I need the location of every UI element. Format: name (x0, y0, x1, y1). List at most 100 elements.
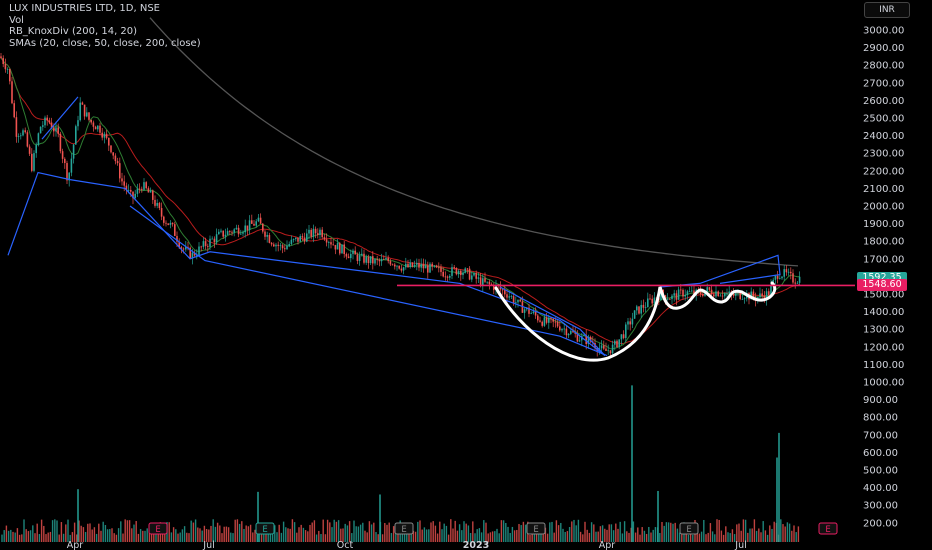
candle-body (790, 271, 792, 274)
volume-bar (67, 519, 69, 542)
sma-indicator-label[interactable]: SMAs (20, close, 50, close, 200, close) (9, 37, 201, 49)
candle-body (266, 234, 268, 237)
volume-bar (659, 532, 661, 542)
candle-body (515, 302, 517, 304)
candle (543, 314, 546, 327)
volume-bar (560, 522, 562, 542)
candle-body (468, 268, 471, 280)
volume-bar (575, 525, 577, 542)
earnings-marker[interactable]: E (394, 522, 414, 535)
candle-body (66, 163, 68, 181)
candle (244, 219, 246, 238)
candle-body (636, 306, 638, 311)
candle-body (22, 130, 24, 136)
y-tick-label: 400.00 (863, 483, 898, 494)
candle (246, 225, 249, 236)
candle (4, 58, 7, 73)
knoxdiv-indicator-label[interactable]: RB_KnoxDiv (200, 14, 20) (9, 26, 138, 37)
candle-body (625, 324, 627, 339)
volume-bar (502, 520, 505, 542)
candle (728, 285, 730, 295)
volume-bar (342, 528, 344, 542)
candle (204, 237, 207, 250)
candle-body (611, 344, 614, 354)
volume-spike (77, 489, 79, 542)
volume-bar (133, 524, 135, 542)
candle (515, 296, 517, 308)
candle (475, 270, 477, 284)
volume-bar (170, 532, 173, 542)
candle (688, 286, 691, 293)
volume-bar (194, 519, 197, 542)
candle (468, 266, 471, 281)
currency-button[interactable]: INR (864, 2, 910, 18)
candle-body (257, 217, 260, 222)
time-axis[interactable]: Apr Jul Oct 2023 Apr Jul (67, 540, 747, 550)
candle-body (796, 282, 799, 284)
candle (57, 123, 59, 138)
candle (9, 68, 11, 85)
candle-body (314, 228, 317, 234)
candle (361, 248, 363, 257)
candle-body (336, 243, 339, 250)
candle (156, 199, 158, 209)
volume-bar (236, 519, 239, 542)
volume-bar (324, 534, 327, 542)
volume-bar (285, 527, 287, 542)
candle-body (411, 262, 414, 267)
candle-body (116, 161, 119, 164)
volume-bar (333, 519, 335, 542)
candle (666, 293, 669, 301)
volume-bar (670, 522, 672, 542)
candle-body (176, 235, 178, 242)
candle (444, 271, 447, 281)
volume-bar (27, 531, 30, 542)
earnings-marker-box (679, 522, 699, 535)
volume-bar (249, 524, 252, 542)
candle (589, 335, 592, 343)
candle-body (200, 246, 202, 248)
volume-bar (571, 521, 573, 542)
candle (226, 227, 229, 236)
volume-bar (498, 533, 500, 542)
earnings-marker[interactable]: E (818, 522, 838, 535)
candle (640, 300, 642, 318)
candle-body (376, 259, 378, 261)
candle-body (402, 267, 405, 271)
candle (297, 237, 299, 245)
candle-body (433, 265, 436, 267)
volume-bar (678, 532, 681, 542)
symbol-title[interactable]: LUX INDUSTRIES LTD, 1D, NSE (9, 3, 160, 14)
candle-body (83, 104, 86, 117)
earnings-marker[interactable]: E (679, 522, 699, 535)
candle (561, 327, 563, 333)
candle (534, 307, 537, 319)
volume-spike (257, 491, 259, 542)
earnings-marker[interactable]: E (526, 522, 546, 535)
volume-bar (335, 521, 338, 542)
price-axis[interactable]: 3000.00 2900.00 2800.00 2700.00 2600.00 2500.… (863, 26, 904, 530)
volume-bar (593, 524, 595, 542)
volume-bar (711, 531, 714, 542)
candle (369, 256, 372, 265)
candle (248, 215, 251, 235)
volume-bar (672, 523, 674, 542)
volume-bar (617, 528, 619, 542)
candle-body (101, 132, 103, 138)
volume-bar (186, 532, 188, 542)
volume-bar (208, 529, 210, 542)
y-tick-label: 1100.00 (863, 360, 904, 371)
earnings-marker[interactable]: E (255, 522, 275, 535)
earnings-marker[interactable]: E (148, 522, 168, 535)
x-tick-label: 2023 (463, 540, 489, 550)
candle (213, 236, 216, 248)
x-tick-label: Jul (202, 540, 214, 550)
candle (284, 244, 286, 252)
candle-body (523, 309, 526, 313)
volume-indicator-label[interactable]: Vol (9, 14, 24, 26)
volume-bar (769, 525, 771, 542)
candle (328, 240, 330, 249)
knox-line (129, 205, 608, 357)
